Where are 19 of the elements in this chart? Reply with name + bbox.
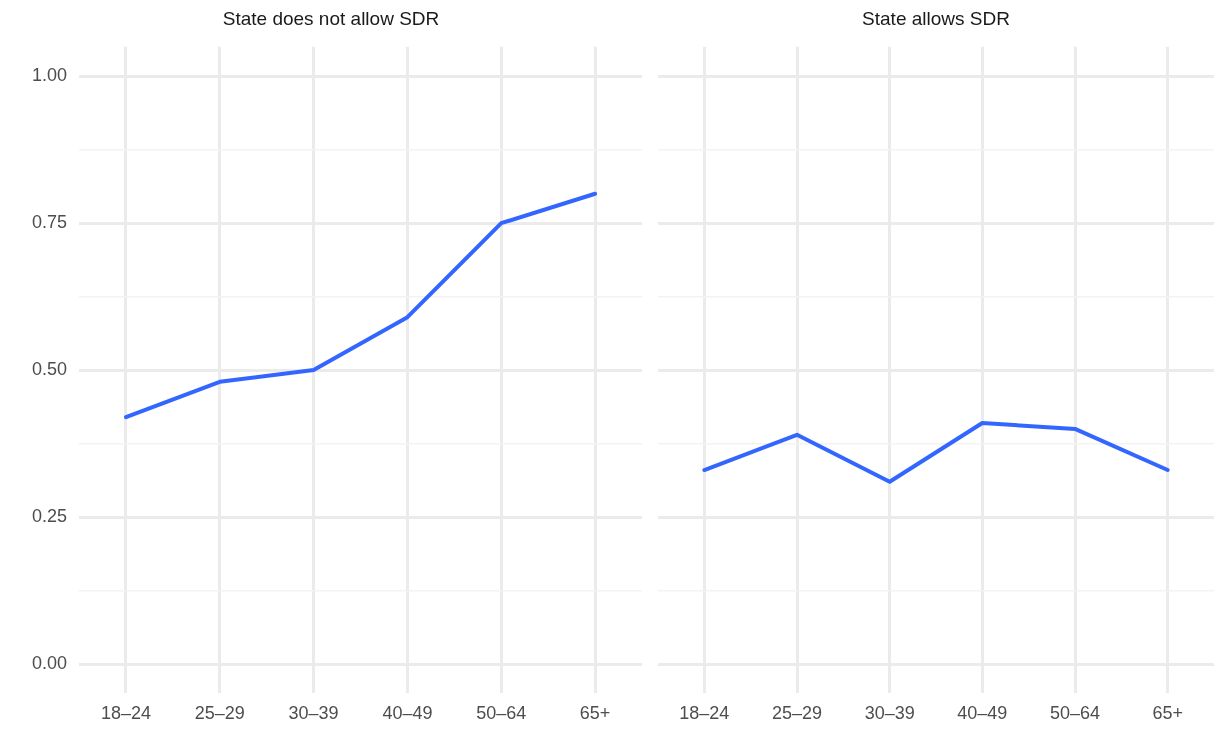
x-tick-label: 25–29 (194, 703, 245, 724)
x-tick-label: 18–24 (679, 703, 730, 724)
x-tick-label: 50–64 (1049, 703, 1101, 724)
y-tick-label: 1.00 (31, 65, 68, 86)
chart-title: State allows SDR (862, 7, 1010, 29)
x-tick-label: 30–39 (864, 703, 915, 724)
y-tick-label: 0.75 (31, 212, 68, 233)
x-tick-label: 65+ (1152, 703, 1183, 724)
y-tick-label: 0.50 (31, 359, 68, 380)
chart-title: State does not allow SDR (222, 7, 440, 29)
x-tick-label: 25–29 (771, 703, 823, 724)
y-tick-label: 0.25 (31, 506, 68, 527)
x-tick-label: 50–64 (476, 703, 527, 724)
x-tick-label: 18–24 (100, 703, 151, 724)
y-tick-label: 0.00 (31, 652, 68, 673)
x-tick-label: 30–39 (288, 703, 339, 724)
x-tick-label: 40–49 (957, 703, 1008, 724)
x-tick-label: 65+ (579, 703, 611, 724)
x-tick-label: 40–49 (382, 703, 433, 724)
